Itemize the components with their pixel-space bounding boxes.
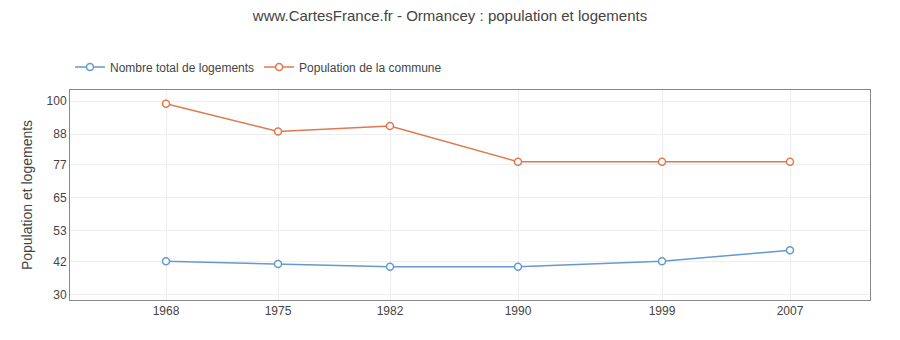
svg-text:Population de la commune: Population de la commune [299,61,441,75]
svg-text:77: 77 [53,158,67,172]
svg-text:2007: 2007 [777,304,804,318]
svg-text:1999: 1999 [649,304,676,318]
svg-text:100: 100 [47,94,67,108]
svg-text:30: 30 [53,288,67,302]
svg-text:53: 53 [53,224,67,238]
svg-text:65: 65 [53,191,67,205]
svg-text:1982: 1982 [377,304,404,318]
svg-text:88: 88 [53,127,67,141]
svg-text:1968: 1968 [153,304,180,318]
svg-text:Population et logements: Population et logements [19,120,35,270]
svg-text:1975: 1975 [265,304,292,318]
svg-text:42: 42 [53,255,67,269]
svg-text:www.CartesFrance.fr - Ormancey: www.CartesFrance.fr - Ormancey : populat… [252,7,647,24]
svg-text:Nombre total de logements: Nombre total de logements [110,61,254,75]
svg-text:1990: 1990 [505,304,532,318]
